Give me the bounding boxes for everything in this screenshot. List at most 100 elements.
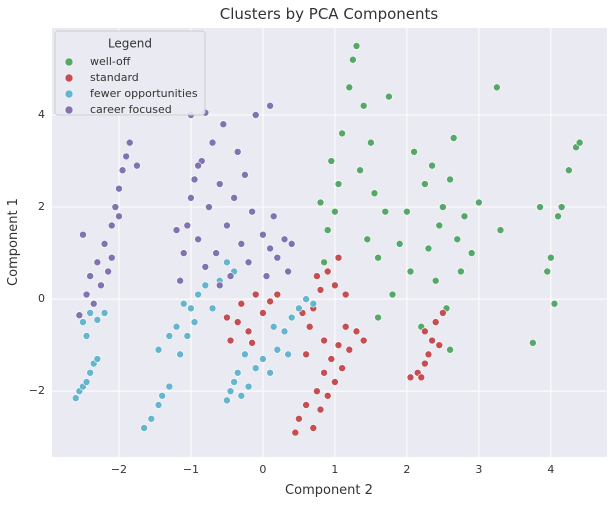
point [421, 359, 429, 368]
point [237, 240, 246, 248]
point [93, 316, 102, 324]
point [385, 92, 393, 101]
y-tick-label: 0 [38, 292, 45, 305]
point [79, 318, 87, 326]
point [421, 327, 429, 336]
point [273, 290, 282, 299]
y-axis-label: Component 1 [6, 198, 21, 286]
point [327, 355, 336, 363]
point [543, 267, 552, 276]
point [269, 212, 278, 221]
point [223, 313, 231, 322]
x-tick-label: 0 [259, 463, 266, 476]
point [269, 322, 278, 331]
point [93, 258, 102, 267]
point [417, 373, 426, 382]
point [251, 111, 260, 119]
point [248, 339, 256, 347]
point [280, 235, 289, 244]
point [104, 267, 112, 276]
point [431, 276, 440, 285]
point [100, 309, 109, 317]
point [295, 414, 303, 423]
point [259, 230, 267, 239]
point [302, 295, 310, 303]
point [284, 267, 292, 276]
point [345, 345, 354, 354]
point [323, 391, 332, 400]
point [547, 253, 555, 262]
grid [52, 28, 607, 457]
point [316, 286, 325, 294]
point [86, 309, 94, 317]
point [320, 336, 328, 345]
point [233, 148, 242, 156]
point [244, 327, 253, 336]
legend-label: standard [90, 71, 139, 84]
point [244, 382, 253, 391]
legend-marker [64, 89, 74, 99]
point [187, 304, 195, 313]
legend-marker [64, 105, 74, 115]
point [291, 428, 300, 437]
legend-label: fewer opportunities [90, 87, 198, 100]
point [428, 161, 436, 170]
point [100, 240, 109, 248]
point [115, 212, 123, 221]
point [223, 396, 231, 405]
point [266, 244, 274, 253]
point [194, 235, 202, 244]
point [237, 391, 246, 400]
point [259, 355, 267, 363]
point [575, 138, 584, 147]
point [280, 327, 289, 336]
point [435, 221, 444, 230]
point [316, 198, 325, 207]
point [241, 350, 249, 359]
point [97, 281, 105, 290]
point [75, 311, 84, 320]
x-tick-label: 1 [331, 463, 338, 476]
point [259, 309, 267, 317]
point [179, 249, 188, 257]
point [194, 290, 202, 299]
point [266, 101, 274, 110]
point [421, 180, 429, 188]
point [431, 318, 440, 326]
point [381, 207, 390, 216]
point [313, 387, 321, 395]
point [374, 253, 382, 262]
point [215, 281, 224, 290]
point [82, 332, 91, 340]
point [183, 332, 192, 340]
point [341, 322, 350, 331]
point [165, 382, 174, 391]
point [467, 249, 476, 257]
point [370, 189, 379, 198]
y-tick-label: 4 [38, 108, 45, 121]
point [287, 240, 296, 248]
point [248, 207, 256, 216]
point [424, 244, 433, 253]
point [266, 368, 274, 377]
point [212, 249, 220, 257]
point [302, 350, 310, 359]
point [133, 161, 141, 170]
point [356, 166, 364, 175]
point [449, 134, 458, 142]
point [172, 226, 181, 234]
point [565, 166, 573, 175]
point [406, 267, 415, 276]
point [453, 235, 462, 244]
point [187, 194, 195, 202]
legend-marker [64, 73, 74, 83]
point [226, 387, 235, 395]
point [428, 336, 436, 345]
point [205, 203, 213, 211]
point [403, 207, 411, 216]
point [273, 253, 282, 262]
x-tick-label: 2 [403, 463, 410, 476]
point [125, 138, 134, 147]
point [172, 322, 181, 331]
